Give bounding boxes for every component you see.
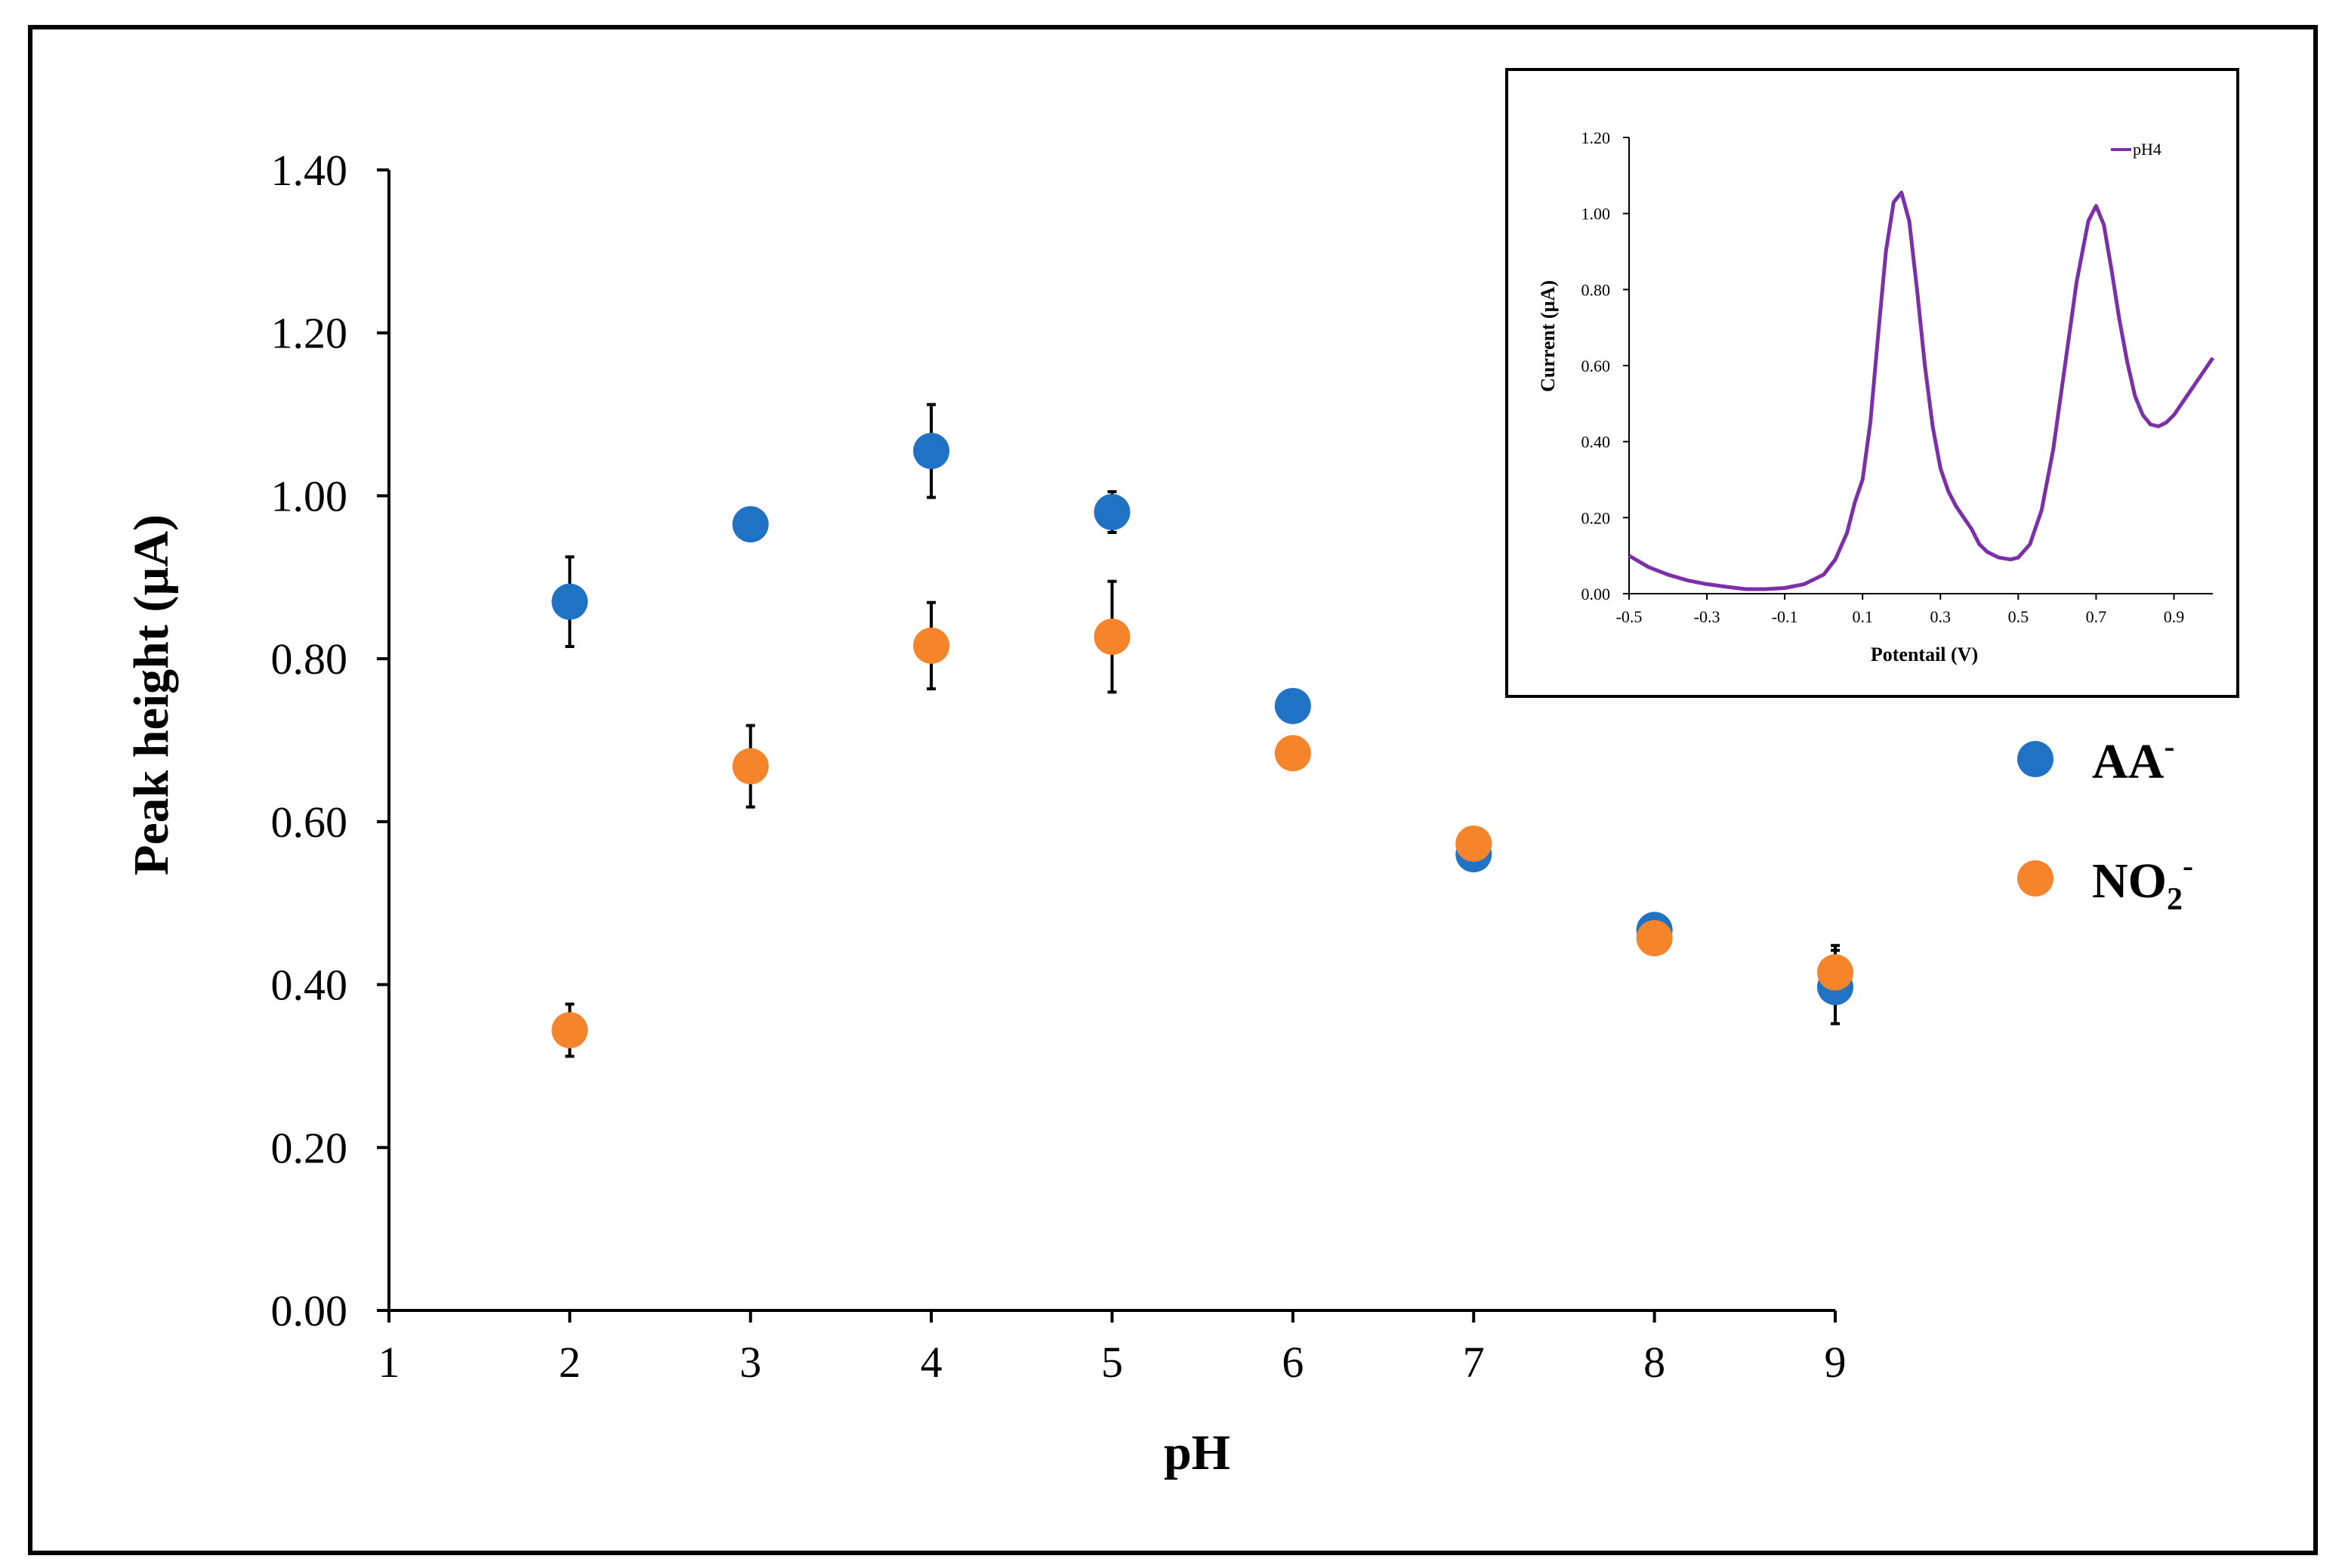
data-point-aa xyxy=(551,583,588,620)
inset-x-tick-label: 0.9 xyxy=(2164,607,2185,626)
inset-y-tick-label: 0.40 xyxy=(1581,433,1611,452)
main-y-tick-label: 0.20 xyxy=(271,1123,348,1172)
inset-y-tick-label: 0.00 xyxy=(1581,585,1611,603)
data-point-no2 xyxy=(1636,920,1673,957)
inset-x-axis-label: Potentail (V) xyxy=(1871,644,1978,665)
inset-legend-label: pH4 xyxy=(2133,140,2161,159)
inset-y-tick-label: 1.20 xyxy=(1581,128,1611,147)
data-point-aa xyxy=(1094,494,1131,530)
legend-label-aa: AA- xyxy=(2092,730,2174,789)
inset-x-tick-label: 0.1 xyxy=(1852,607,1873,626)
main-y-tick-label: 0.40 xyxy=(271,961,348,1010)
inset-x-tick-label: -0.1 xyxy=(1772,607,1798,626)
data-point-aa xyxy=(913,433,950,470)
main-x-axis-label: pH xyxy=(1164,1425,1230,1480)
main-y-tick-label: 0.80 xyxy=(271,634,348,684)
inset-y-tick-label: 0.60 xyxy=(1581,357,1611,375)
legend-label-no2: NO2- xyxy=(2092,849,2193,917)
main-y-tick-label: 0.00 xyxy=(271,1286,348,1335)
main-x-tick-label: 7 xyxy=(1463,1338,1485,1387)
legend-marker-aa xyxy=(2017,741,2053,777)
data-point-no2 xyxy=(1274,735,1311,772)
main-y-tick-label: 1.40 xyxy=(271,146,348,195)
main-x-tick-label: 5 xyxy=(1101,1338,1123,1387)
main-x-tick-label: 1 xyxy=(378,1338,400,1387)
data-point-aa xyxy=(732,506,769,543)
data-point-no2 xyxy=(1455,825,1492,862)
legend: AA- NO2- xyxy=(2017,730,2193,917)
main-x-tick-label: 3 xyxy=(739,1338,761,1387)
main-chart: 0.00 0.20 0.40 0.60 0.80 1.00 1.20 1.40 1 2 3 4 5 6 7… xyxy=(124,146,2193,1480)
inset-chart: 0.00 0.20 0.40 0.60 0.80 1.00 1.20 -0.5 -0.3 -0.… xyxy=(1505,68,2239,698)
main-x-tick-label: 8 xyxy=(1643,1338,1665,1387)
main-x-tick-label: 6 xyxy=(1282,1338,1304,1387)
inset-y-tick-label: 0.20 xyxy=(1581,508,1611,527)
main-x-tick-label: 2 xyxy=(559,1338,581,1387)
main-y-axis-label: Peak height (µA) xyxy=(124,514,179,875)
inset-y-tick-label: 1.00 xyxy=(1581,205,1611,224)
inset-y-axis-label: Current (µA) xyxy=(1537,280,1559,392)
data-point-no2 xyxy=(1817,954,1853,991)
main-y-tick-label: 1.00 xyxy=(271,471,348,520)
inset-x-tick-label: 0.5 xyxy=(2008,607,2029,626)
legend-marker-no2 xyxy=(2017,860,2053,897)
data-point-no2 xyxy=(913,627,950,664)
inset-y-tick-label: 0.80 xyxy=(1581,280,1611,299)
inset-x-tick-label: -0.3 xyxy=(1694,607,1720,626)
data-point-aa xyxy=(1274,687,1311,724)
main-x-tick-label: 4 xyxy=(921,1338,943,1387)
main-x-tick-label: 9 xyxy=(1825,1338,1847,1387)
data-point-no2 xyxy=(551,1011,588,1048)
main-y-tick-label: 0.60 xyxy=(271,798,348,847)
data-point-no2 xyxy=(1094,619,1131,656)
data-point-no2 xyxy=(732,748,769,785)
main-y-tick-label: 1.20 xyxy=(271,309,348,358)
inset-x-tick-label: 0.3 xyxy=(1930,607,1952,626)
inset-x-tick-label: 0.7 xyxy=(2086,607,2107,626)
inset-x-tick-label: -0.5 xyxy=(1616,607,1643,626)
figure-frame xyxy=(28,25,2318,1555)
inset-series-line-ph4 xyxy=(1628,190,2215,591)
